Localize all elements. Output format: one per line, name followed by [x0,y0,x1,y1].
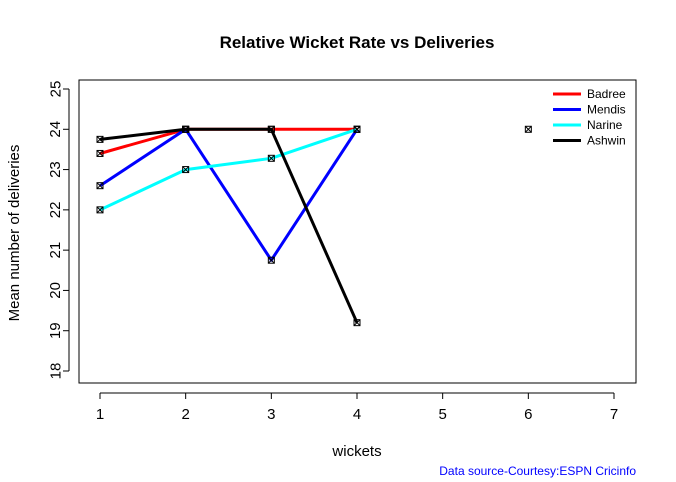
data-point-narine [353,125,361,133]
y-tick-label: 23 [47,161,64,178]
legend-label: Narine [587,118,623,132]
data-point-narine [182,166,190,174]
legend-item-mendis: Mendis [553,103,626,117]
chart-title: Relative Wicket Rate vs Deliveries [220,33,495,52]
y-tick-label: 24 [47,121,64,138]
x-tick-label: 4 [353,406,361,423]
y-tick-label: 25 [47,81,64,98]
data-point-ashwin [267,125,275,133]
data-point-extra [524,125,532,133]
legend-label: Ashwin [587,134,626,148]
data-point-ashwin [353,319,361,327]
legend-label: Mendis [587,103,626,117]
x-tick-label: 7 [610,406,618,423]
legend-item-badree: Badree [553,87,626,101]
x-tick-label: 5 [438,406,446,423]
x-axis-label: wickets [331,443,381,460]
y-tick-label: 18 [47,363,64,380]
data-point-narine [96,206,104,214]
source-note: Data source-Courtesy:ESPN Cricinfo [439,464,636,478]
data-point-badree [96,149,104,157]
plot-frame [78,79,637,384]
x-tick-label: 2 [181,406,189,423]
y-tick-label: 22 [47,202,64,219]
legend-label: Badree [587,87,626,101]
data-point-ashwin [96,135,104,143]
x-tick-label: 1 [96,406,104,423]
y-tick-label: 19 [47,322,64,339]
data-point-narine [267,154,275,162]
data-point-mendis [96,182,104,190]
y-tick-label: 20 [47,282,64,299]
x-tick-label: 6 [524,406,532,423]
series-line-ashwin [99,127,359,324]
series-line-mendis [99,127,359,262]
data-point-mendis [267,256,275,264]
data-point-ashwin [182,125,190,133]
series-line-narine [99,127,358,212]
legend-item-narine: Narine [553,118,623,132]
legend-item-ashwin: Ashwin [553,134,626,148]
y-tick-label: 21 [47,242,64,259]
y-axis-label: Mean number of deliveries [6,145,23,322]
x-tick-label: 3 [267,406,275,423]
